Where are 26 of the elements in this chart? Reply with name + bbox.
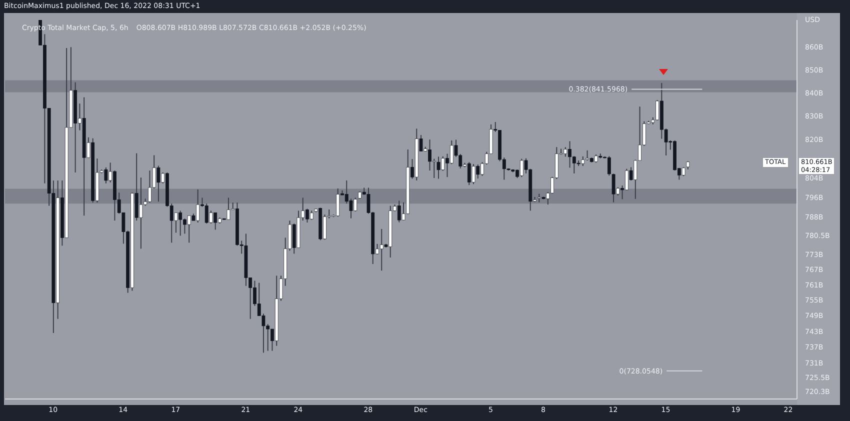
candlestick xyxy=(607,156,611,176)
candlestick xyxy=(209,210,213,224)
candlestick xyxy=(174,212,178,234)
candlestick xyxy=(349,198,353,219)
candlestick xyxy=(226,197,230,220)
candlestick xyxy=(581,156,585,166)
candlestick xyxy=(187,215,191,244)
candlestick xyxy=(450,140,454,165)
candlestick xyxy=(472,164,476,185)
candlestick xyxy=(432,158,436,179)
candlestick xyxy=(86,136,90,158)
candlestick xyxy=(78,103,82,131)
candlestick xyxy=(354,197,358,212)
candlestick xyxy=(139,177,143,250)
candlestick xyxy=(161,172,165,184)
candlestick xyxy=(441,156,445,172)
candlestick xyxy=(104,166,108,184)
candlestick xyxy=(436,156,440,180)
candlestick xyxy=(612,173,616,203)
candlestick xyxy=(196,188,200,224)
candlestick xyxy=(310,210,314,220)
candlestick xyxy=(156,165,160,202)
candlestick xyxy=(108,162,112,183)
candlestick xyxy=(380,228,384,272)
candlestick xyxy=(624,168,628,191)
candlestick xyxy=(520,158,524,178)
